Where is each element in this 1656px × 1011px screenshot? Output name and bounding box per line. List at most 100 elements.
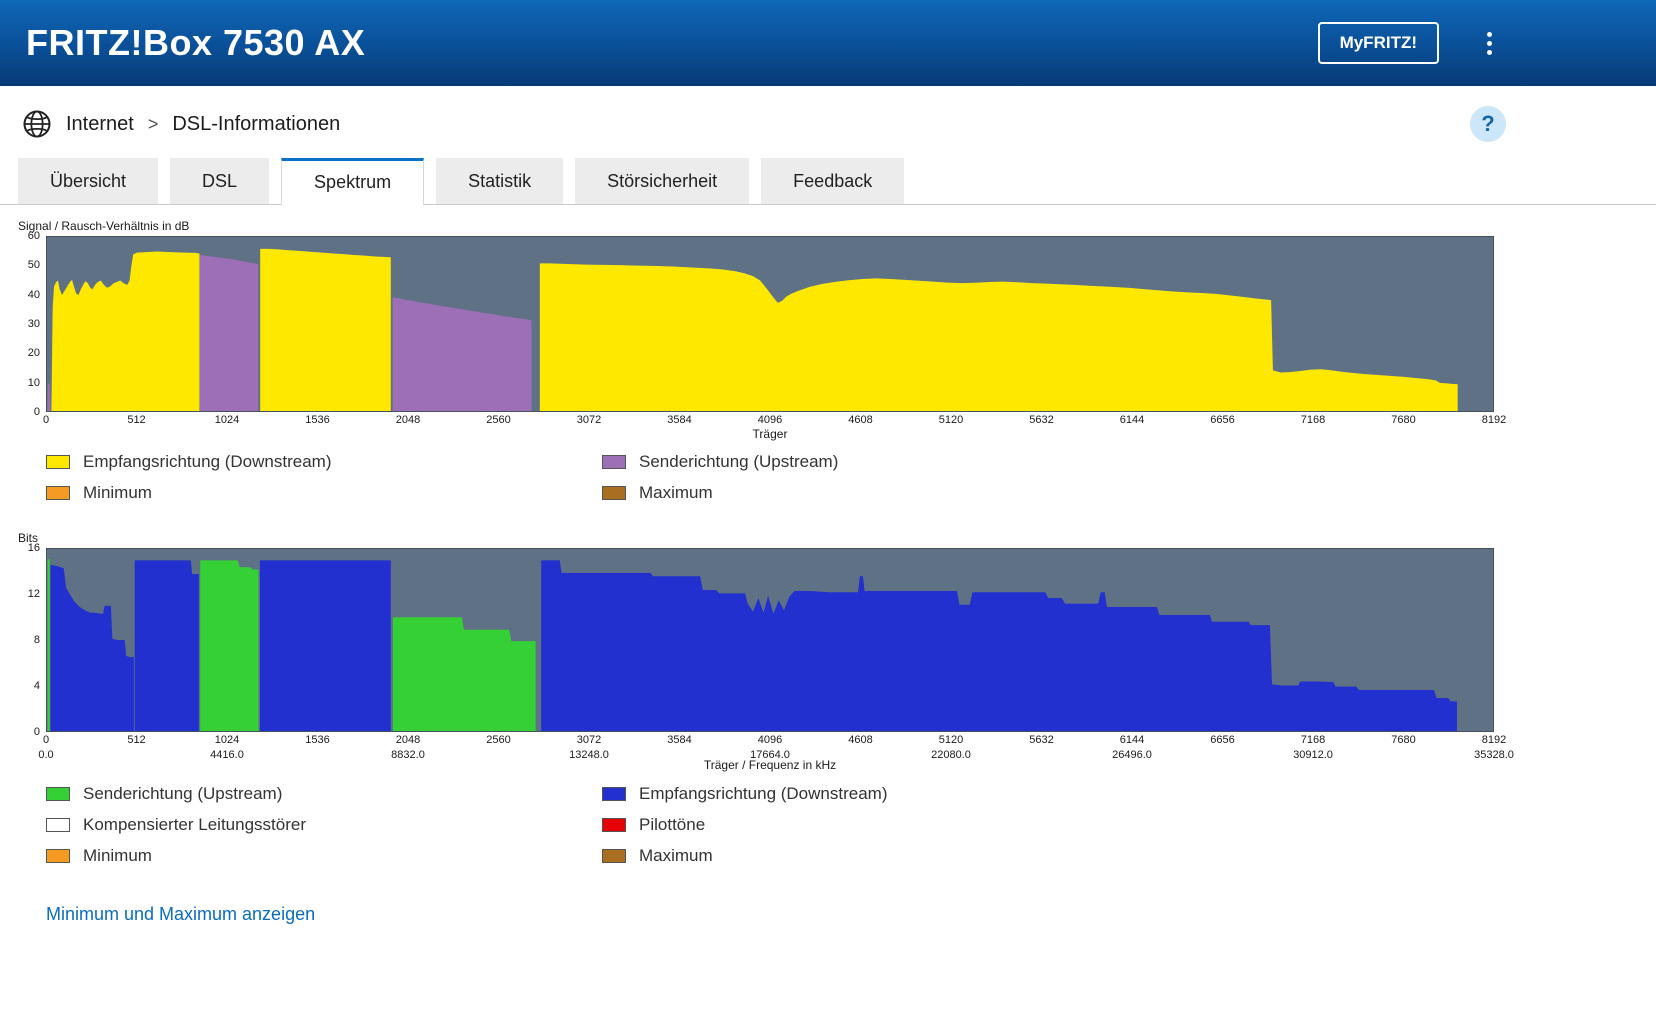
series-senderichtung-upstream bbox=[200, 560, 259, 731]
legend-swatch-empfangsrichtung-downstream bbox=[602, 787, 626, 801]
legend-item-pilott-ne: Pilottöne bbox=[602, 815, 1494, 835]
tab-stoersicherheit[interactable]: Störsicherheit bbox=[575, 158, 750, 204]
legend-swatch-empfangsrichtung-downstream bbox=[46, 455, 70, 469]
x-tick-label: 1024 bbox=[214, 734, 240, 746]
x-tick-label: 512 bbox=[127, 414, 146, 426]
myfritz-button[interactable]: MyFRITZ! bbox=[1317, 22, 1439, 64]
minmax-toggle-link[interactable]: Minimum und Maximum anzeigen bbox=[46, 904, 316, 924]
snr-plot-area bbox=[46, 236, 1494, 412]
freq-tick-label: 22080.0 bbox=[931, 749, 971, 761]
y-tick-label: 50 bbox=[27, 259, 40, 272]
breadcrumb-internet[interactable]: Internet bbox=[66, 112, 134, 135]
legend-swatch-pilott-ne bbox=[602, 818, 626, 832]
snr-legend: Empfangsrichtung (Downstream) Senderichtu… bbox=[46, 452, 1494, 503]
x-tick-label: 5120 bbox=[938, 414, 964, 426]
series-empfangsrichtung-downstream bbox=[134, 560, 199, 731]
y-tick-label: 0 bbox=[33, 726, 40, 738]
legend-item-kompensierter-leitungsst-rer: Kompensierter Leitungsstörer bbox=[46, 815, 602, 835]
x-tick-label: 0 bbox=[42, 414, 50, 426]
freq-tick-label: 13248.0 bbox=[569, 749, 609, 761]
x-tick-label: 6144 bbox=[1119, 414, 1145, 426]
bits-y-axis: 0 4 8 12 16 bbox=[18, 542, 46, 738]
bits-x-axis-label: Träger / Frequenz in kHz bbox=[703, 758, 837, 772]
series-senderichtung-upstream bbox=[199, 254, 259, 411]
x-tick-label: 6656 bbox=[1210, 734, 1235, 746]
x-tick-label: 3584 bbox=[667, 734, 692, 746]
snr-chart-title: Signal / Rausch-Verhältnis in dB bbox=[18, 219, 190, 233]
help-button[interactable]: ? bbox=[1470, 106, 1506, 142]
series-senderichtung-upstream bbox=[47, 383, 51, 411]
series-empfangsrichtung-downstream bbox=[539, 263, 1458, 411]
x-tick-label: 0 bbox=[42, 734, 50, 746]
y-tick-label: 60 bbox=[27, 230, 40, 242]
x-tick-label: 8192 bbox=[1481, 734, 1507, 746]
breadcrumb: Internet > DSL-Informationen ? bbox=[0, 86, 1656, 158]
x-tick-label: 1024 bbox=[214, 414, 240, 426]
series-senderichtung-upstream bbox=[47, 559, 50, 731]
y-tick-label: 40 bbox=[27, 288, 40, 301]
series-empfangsrichtung-downstream bbox=[50, 564, 134, 731]
x-tick-label: 4096 bbox=[757, 734, 783, 746]
x-tick-label: 6656 bbox=[1210, 414, 1235, 426]
x-tick-label: 5632 bbox=[1029, 734, 1054, 746]
x-tick-label: 7168 bbox=[1300, 734, 1326, 746]
tab-dsl[interactable]: DSL bbox=[170, 158, 270, 204]
app-title: FRITZ!Box 7530 AX bbox=[26, 22, 366, 63]
freq-tick-label: 26496.0 bbox=[1112, 749, 1152, 761]
legend-swatch-senderichtung-upstream bbox=[602, 455, 626, 469]
x-tick-label: 512 bbox=[127, 734, 146, 746]
tab-feedback[interactable]: Feedback bbox=[761, 158, 905, 204]
legend-item-empfangsrichtung-downstream: Empfangsrichtung (Downstream) bbox=[46, 452, 602, 472]
x-tick-label: 3584 bbox=[667, 414, 692, 426]
y-tick-label: 10 bbox=[27, 376, 40, 389]
freq-tick-label: 4416.0 bbox=[210, 749, 244, 761]
tab-statistik[interactable]: Statistik bbox=[436, 158, 564, 204]
x-tick-label: 7168 bbox=[1300, 414, 1326, 426]
legend-swatch-kompensierter-leitungsst-rer bbox=[46, 818, 70, 832]
legend-label: Empfangsrichtung (Downstream) bbox=[639, 784, 888, 803]
bits-plot-area bbox=[46, 548, 1494, 732]
legend-swatch-minimum bbox=[46, 849, 70, 863]
legend-label: Minimum bbox=[83, 483, 152, 502]
series-empfangsrichtung-downstream bbox=[260, 248, 391, 411]
y-tick-label: 30 bbox=[27, 318, 40, 330]
app-header: FRITZ!Box 7530 AX MyFRITZ! bbox=[0, 0, 1656, 86]
bits-chart-title: Bits bbox=[18, 531, 39, 545]
y-tick-label: 12 bbox=[27, 588, 40, 600]
bits-chart: Bits 0 4 8 12 16 0 512 1024 1536 2048 2560 3072 358… bbox=[18, 531, 1656, 866]
bits-legend: Senderichtung (Upstream) Empfangsrichtung… bbox=[46, 784, 1494, 866]
y-tick-label: 0 bbox=[33, 406, 40, 418]
snr-x-axis-label: Träger bbox=[752, 427, 788, 441]
legend-label: Empfangsrichtung (Downstream) bbox=[83, 452, 332, 471]
legend-item-minimum: Minimum bbox=[46, 483, 602, 503]
tab-spektrum[interactable]: Spektrum bbox=[281, 158, 425, 205]
freq-tick-label: 35328.0 bbox=[1474, 749, 1514, 761]
legend-item-minimum: Minimum bbox=[46, 846, 602, 866]
breadcrumb-separator: > bbox=[147, 113, 159, 134]
x-tick-label: 5120 bbox=[938, 734, 964, 746]
legend-item-maximum: Maximum bbox=[602, 846, 1494, 866]
legend-swatch-minimum bbox=[46, 486, 70, 500]
x-tick-label: 2560 bbox=[486, 414, 511, 426]
x-tick-label: 2048 bbox=[395, 734, 421, 746]
y-tick-label: 16 bbox=[27, 542, 40, 554]
x-tick-label: 3072 bbox=[576, 414, 602, 426]
series-senderichtung-upstream bbox=[392, 617, 536, 731]
tab-uebersicht[interactable]: Übersicht bbox=[18, 158, 159, 204]
legend-item-empfangsrichtung-downstream: Empfangsrichtung (Downstream) bbox=[602, 784, 1494, 804]
series-empfangsrichtung-downstream bbox=[259, 560, 391, 731]
legend-swatch-maximum bbox=[602, 849, 626, 863]
legend-label: Senderichtung (Upstream) bbox=[639, 452, 839, 471]
legend-item-maximum: Maximum bbox=[602, 483, 1494, 503]
x-tick-label: 7680 bbox=[1391, 414, 1416, 426]
kebab-menu-icon[interactable] bbox=[1483, 28, 1496, 59]
x-tick-label: 4096 bbox=[757, 414, 783, 426]
series-empfangsrichtung-downstream bbox=[541, 560, 1457, 731]
legend-item-senderichtung-upstream: Senderichtung (Upstream) bbox=[602, 452, 1494, 472]
freq-tick-label: 17664.0 bbox=[750, 749, 790, 761]
x-tick-label: 2560 bbox=[486, 734, 511, 746]
x-tick-label: 2048 bbox=[395, 414, 421, 426]
legend-label: Minimum bbox=[83, 846, 152, 865]
x-tick-label: 7680 bbox=[1391, 734, 1416, 746]
main-content: Signal / Rausch-Verhältnis in dB 0 10 20 30… bbox=[0, 205, 1656, 925]
